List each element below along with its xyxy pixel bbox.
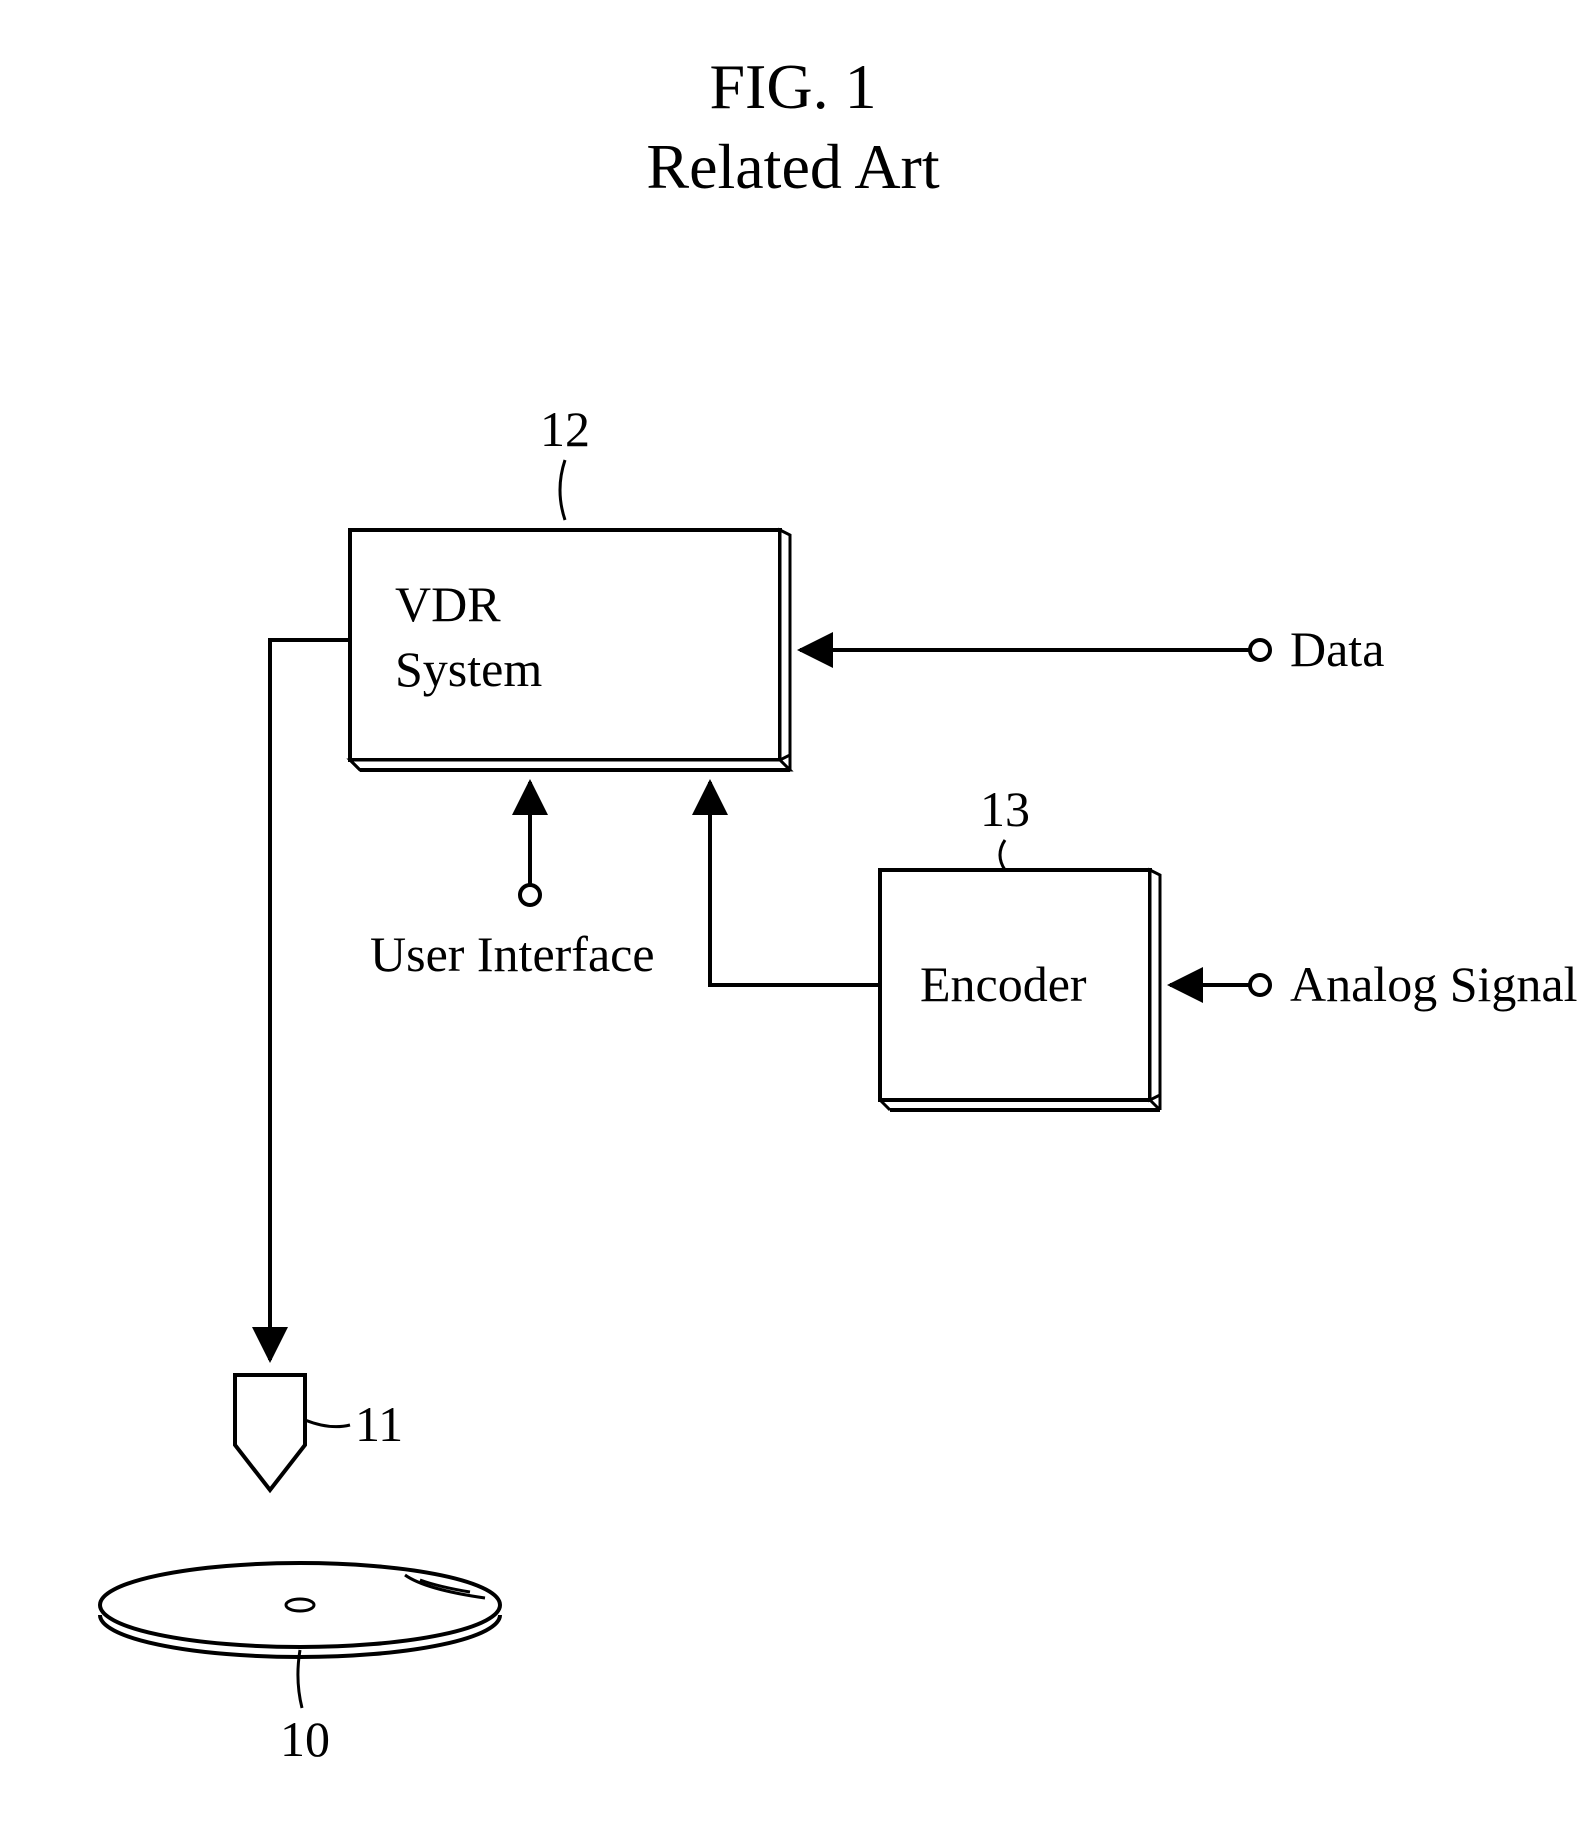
encoder-to-vdr-line — [710, 782, 880, 985]
disc — [100, 1563, 500, 1708]
diagram-canvas — [0, 0, 1586, 1822]
optical-pickup — [235, 1375, 350, 1490]
data-label: Data — [1290, 620, 1384, 678]
data-input-line — [800, 640, 1270, 660]
vdr-to-pickup-line — [270, 640, 350, 1360]
ref-10: 10 — [280, 1710, 330, 1768]
ref-12: 12 — [540, 400, 590, 458]
vdr-label-line2: System — [395, 640, 542, 698]
ref-13: 13 — [980, 780, 1030, 838]
encoder-label: Encoder — [920, 955, 1087, 1013]
ref-11: 11 — [355, 1395, 403, 1453]
analog-label: Analog Signal — [1290, 955, 1577, 1013]
figure-title-line2: Related Art — [0, 130, 1586, 204]
analog-input-line — [1170, 975, 1270, 995]
user-interface-label: User Interface — [370, 925, 655, 983]
figure-title-line1: FIG. 1 — [0, 50, 1586, 124]
vdr-label-line1: VDR — [395, 575, 501, 633]
user-interface-line — [520, 782, 540, 905]
